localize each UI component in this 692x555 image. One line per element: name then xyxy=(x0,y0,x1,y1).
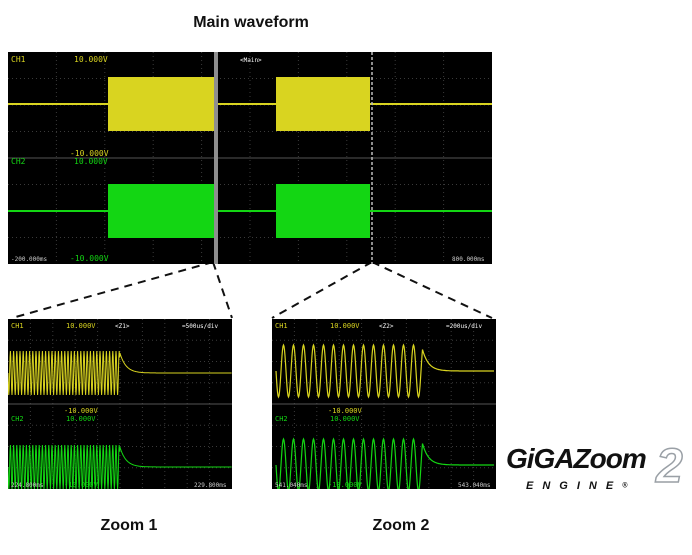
zoom2-scale: =200us/div xyxy=(446,323,483,330)
main-waveform-screen[interactable]: CH1 10.000V <Main> -10.000V CH2 10.000V … xyxy=(8,52,492,264)
main-ch2-burst-1 xyxy=(108,184,215,238)
main-ch2-burst-2 xyxy=(276,184,370,238)
main-ch1-burst-2 xyxy=(276,77,370,131)
main-waveform-plot: CH1 10.000V <Main> -10.000V CH2 10.000V … xyxy=(8,52,492,264)
main-ch1-burst-1 xyxy=(108,77,215,131)
zoom2-ch1-bottom: -10.000V xyxy=(328,407,363,415)
zoom2-mode-label: <Z2> xyxy=(379,323,394,330)
zoom2-time-end: 543.040ms xyxy=(458,482,491,489)
main-mode-label: <Main> xyxy=(240,57,262,64)
zoom1-ch2-label: CH2 xyxy=(11,415,24,423)
main-ch1-top: 10.000V xyxy=(74,55,108,64)
zoom1-ch1-top: 10.000V xyxy=(66,322,96,330)
zoom1-screen[interactable]: CH1 10.000V <Z1> =500us/div -10.000V CH2… xyxy=(8,319,232,489)
zoom2-ch1-label: CH1 xyxy=(275,322,288,330)
zoom2-ch2-bottom: -10.000V xyxy=(328,481,363,489)
zoom1-time-start: 224.800ms xyxy=(11,482,44,489)
zoom1-time-end: 229.800ms xyxy=(194,482,227,489)
zoom2-ch2-top: 10.000V xyxy=(330,415,360,423)
gigazoom-engine-logo: GiGAZoom 2 ENGINE® xyxy=(506,439,686,503)
zoom2-plot: CH1 10.000V <Z2> =200us/div -10.000V CH2… xyxy=(272,319,496,489)
main-time-start: -200.000ms xyxy=(11,256,48,263)
zoom1-ch1-trace xyxy=(8,350,232,396)
zoom1-scale: =500us/div xyxy=(182,323,219,330)
logo-version: 2 xyxy=(655,439,683,494)
zoom1-ch2-bottom: -10.000V xyxy=(64,481,99,489)
zoom1-ch1-label: CH1 xyxy=(11,322,24,330)
zoom1-title: Zoom 1 xyxy=(100,517,158,534)
zoom2-ch1-trace xyxy=(275,343,494,399)
zoom2-ch1-top: 10.000V xyxy=(330,322,360,330)
zoom1-ch2-trace xyxy=(8,444,232,489)
main-ch2-top: 10.000V xyxy=(74,157,108,166)
zoom2-ch2-label: CH2 xyxy=(275,415,288,423)
zoom2-screen[interactable]: CH1 10.000V <Z2> =200us/div -10.000V CH2… xyxy=(272,319,496,489)
zoom1-ch1-bottom: -10.000V xyxy=(64,407,99,415)
zoom1-cursor xyxy=(214,52,218,264)
main-ch1-bottom: -10.000V xyxy=(70,149,109,158)
zoom1-ch2-top: 10.000V xyxy=(66,415,96,423)
main-waveform-title: Main waveform xyxy=(193,14,309,31)
main-ch2-bottom: -10.000V xyxy=(70,254,109,263)
zoom2-ch2-trace xyxy=(275,437,494,489)
zoom1-mode-label: <Z1> xyxy=(115,323,130,330)
zoom2-title: Zoom 2 xyxy=(372,517,430,534)
logo-word: GiGAZoom xyxy=(506,443,647,474)
zoom2-time-start: 541.040ms xyxy=(275,482,308,489)
zoom1-plot: CH1 10.000V <Z1> =500us/div -10.000V CH2… xyxy=(8,319,232,489)
main-ch1-label: CH1 xyxy=(11,55,26,64)
logo-engine: ENGINE® xyxy=(526,480,628,492)
main-ch2-label: CH2 xyxy=(11,157,26,166)
main-time-end: 800.000ms xyxy=(452,256,485,263)
